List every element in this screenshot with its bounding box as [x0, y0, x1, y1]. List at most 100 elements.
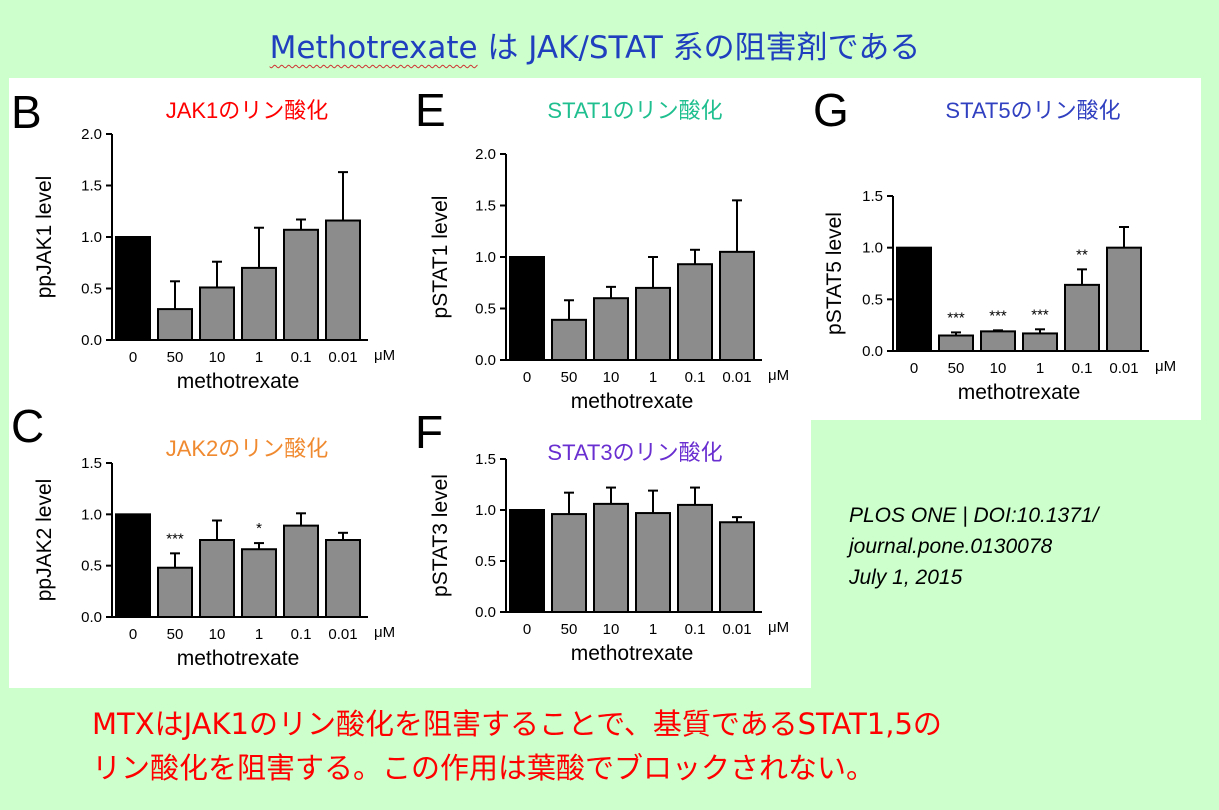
x-tick-label: 0.01: [1109, 360, 1138, 377]
bar-50: [157, 308, 193, 342]
title-methotrexate: Methotrexate: [269, 30, 478, 66]
y-tick-label: 0.0: [81, 609, 102, 626]
x-tick-label: 0.01: [328, 349, 357, 366]
panel-letter: G: [813, 84, 849, 136]
bar-50: [551, 318, 587, 361]
bar-0: [509, 256, 545, 361]
y-tick-label: 1.0: [81, 506, 102, 523]
bar-0.1: [677, 263, 713, 362]
chart-title: STAT3のリン酸化: [547, 440, 722, 465]
citation-line-3: July 1, 2015: [849, 566, 963, 589]
y-tick-label: 1.0: [81, 229, 102, 246]
bar-1: [241, 548, 277, 619]
x-tick-label: 0.1: [291, 626, 312, 643]
bar-1: [241, 266, 277, 341]
y-axis-label: pSTAT1 level: [429, 196, 452, 319]
y-tick-label: 2.0: [81, 126, 102, 143]
panel-letter: E: [415, 84, 446, 136]
slide-title: Methotrexate は JAK/STAT 系の阻害剤である: [0, 22, 1190, 67]
x-tick-label: 0: [129, 626, 137, 643]
x-axis-label: methotrexate: [571, 642, 694, 665]
y-axis-label: ppJAK2 level: [33, 479, 56, 602]
y-tick-label: 1.5: [81, 455, 102, 472]
x-tick-label: 1: [1036, 360, 1044, 377]
significance-marker: ***: [1031, 306, 1049, 323]
panel-letter: B: [11, 86, 42, 138]
bar-0: [115, 236, 151, 341]
unit-label: μM: [1155, 358, 1176, 375]
y-tick-label: 0.5: [862, 291, 883, 308]
unit-label: μM: [374, 624, 395, 641]
x-tick-label: 10: [603, 369, 620, 386]
bar-0.01: [325, 219, 361, 342]
bar-0.01: [1106, 246, 1142, 353]
bar-50: [157, 566, 193, 618]
y-tick-label: 0.0: [862, 343, 883, 360]
bar-0.01: [719, 250, 755, 362]
bar-0.1: [1064, 283, 1100, 352]
title-rest: は JAK/STAT 系の阻害剤である: [477, 30, 921, 66]
x-tick-label: 0.01: [722, 621, 751, 638]
x-tick-label: 0.1: [685, 369, 706, 386]
x-tick-label: 10: [209, 626, 226, 643]
y-tick-label: 1.5: [81, 178, 102, 195]
bar-0.1: [283, 228, 319, 341]
x-tick-label: 0: [523, 621, 531, 638]
bar-10: [980, 330, 1016, 353]
y-tick-label: 1.5: [475, 198, 496, 215]
x-tick-label: 0.1: [291, 349, 312, 366]
chart-panel-b: B JAK1のリン酸化 0.0 0.5 1.0 1.5 2.0 ppJAK1 level 0 50…: [11, 86, 395, 393]
y-tick-label: 0.5: [475, 553, 496, 570]
x-axis-label: methotrexate: [177, 370, 300, 393]
significance-marker: ***: [989, 307, 1007, 324]
y-axis-label: pSTAT3 level: [429, 474, 452, 597]
x-axis-label: methotrexate: [571, 390, 694, 413]
panel-letter: C: [11, 400, 44, 452]
bar-10: [199, 539, 235, 618]
y-tick-label: 0.5: [81, 558, 102, 575]
significance-marker: ***: [947, 309, 965, 326]
bar-50: [938, 334, 974, 352]
bar-10: [593, 502, 629, 613]
bar-0.01: [719, 521, 755, 613]
x-axis-label: methotrexate: [177, 647, 300, 670]
significance-marker: **: [1076, 246, 1088, 263]
chart-panel-e: E STAT1のリン酸化 0.0 0.5 1.0 1.5 2.0 pSTAT1 level 0 5…: [415, 84, 789, 413]
bar-0.1: [283, 524, 319, 618]
x-tick-label: 1: [649, 621, 657, 638]
chart-title: STAT5のリン酸化: [945, 98, 1120, 123]
bar-1: [635, 512, 671, 613]
x-axis-label: methotrexate: [958, 381, 1081, 404]
x-tick-label: 50: [167, 626, 184, 643]
x-tick-label: 50: [561, 369, 578, 386]
x-tick-label: 0.1: [1072, 360, 1093, 377]
bar-10: [593, 297, 629, 361]
x-tick-label: 0.01: [328, 626, 357, 643]
x-tick-label: 0: [910, 360, 918, 377]
x-tick-label: 0: [129, 349, 137, 366]
x-tick-label: 0.1: [685, 621, 706, 638]
x-tick-label: 1: [255, 626, 263, 643]
x-tick-label: 50: [948, 360, 965, 377]
conclusion-line-1: MTXはJAK1のリン酸化を阻害することで、基質であるSTAT1,5の: [92, 707, 942, 741]
x-tick-label: 1: [649, 369, 657, 386]
y-axis-label: ppJAK1 level: [33, 176, 56, 299]
x-tick-label: 0: [523, 369, 531, 386]
unit-label: μM: [768, 619, 789, 636]
bar-1: [1022, 332, 1058, 352]
x-tick-label: 1: [255, 349, 263, 366]
y-tick-label: 1.5: [862, 188, 883, 205]
bar-10: [199, 286, 235, 341]
panel-letter: F: [415, 406, 443, 458]
bar-50: [551, 513, 587, 613]
x-tick-label: 50: [561, 621, 578, 638]
y-tick-label: 1.0: [475, 249, 496, 266]
y-tick-label: 2.0: [475, 146, 496, 163]
x-tick-label: 10: [990, 360, 1007, 377]
citation-line-1: PLOS ONE | DOI:10.1371/: [849, 504, 1099, 527]
y-tick-label: 0.5: [81, 281, 102, 298]
bar-0: [509, 509, 545, 613]
bar-0: [115, 513, 151, 618]
x-tick-label: 50: [167, 349, 184, 366]
